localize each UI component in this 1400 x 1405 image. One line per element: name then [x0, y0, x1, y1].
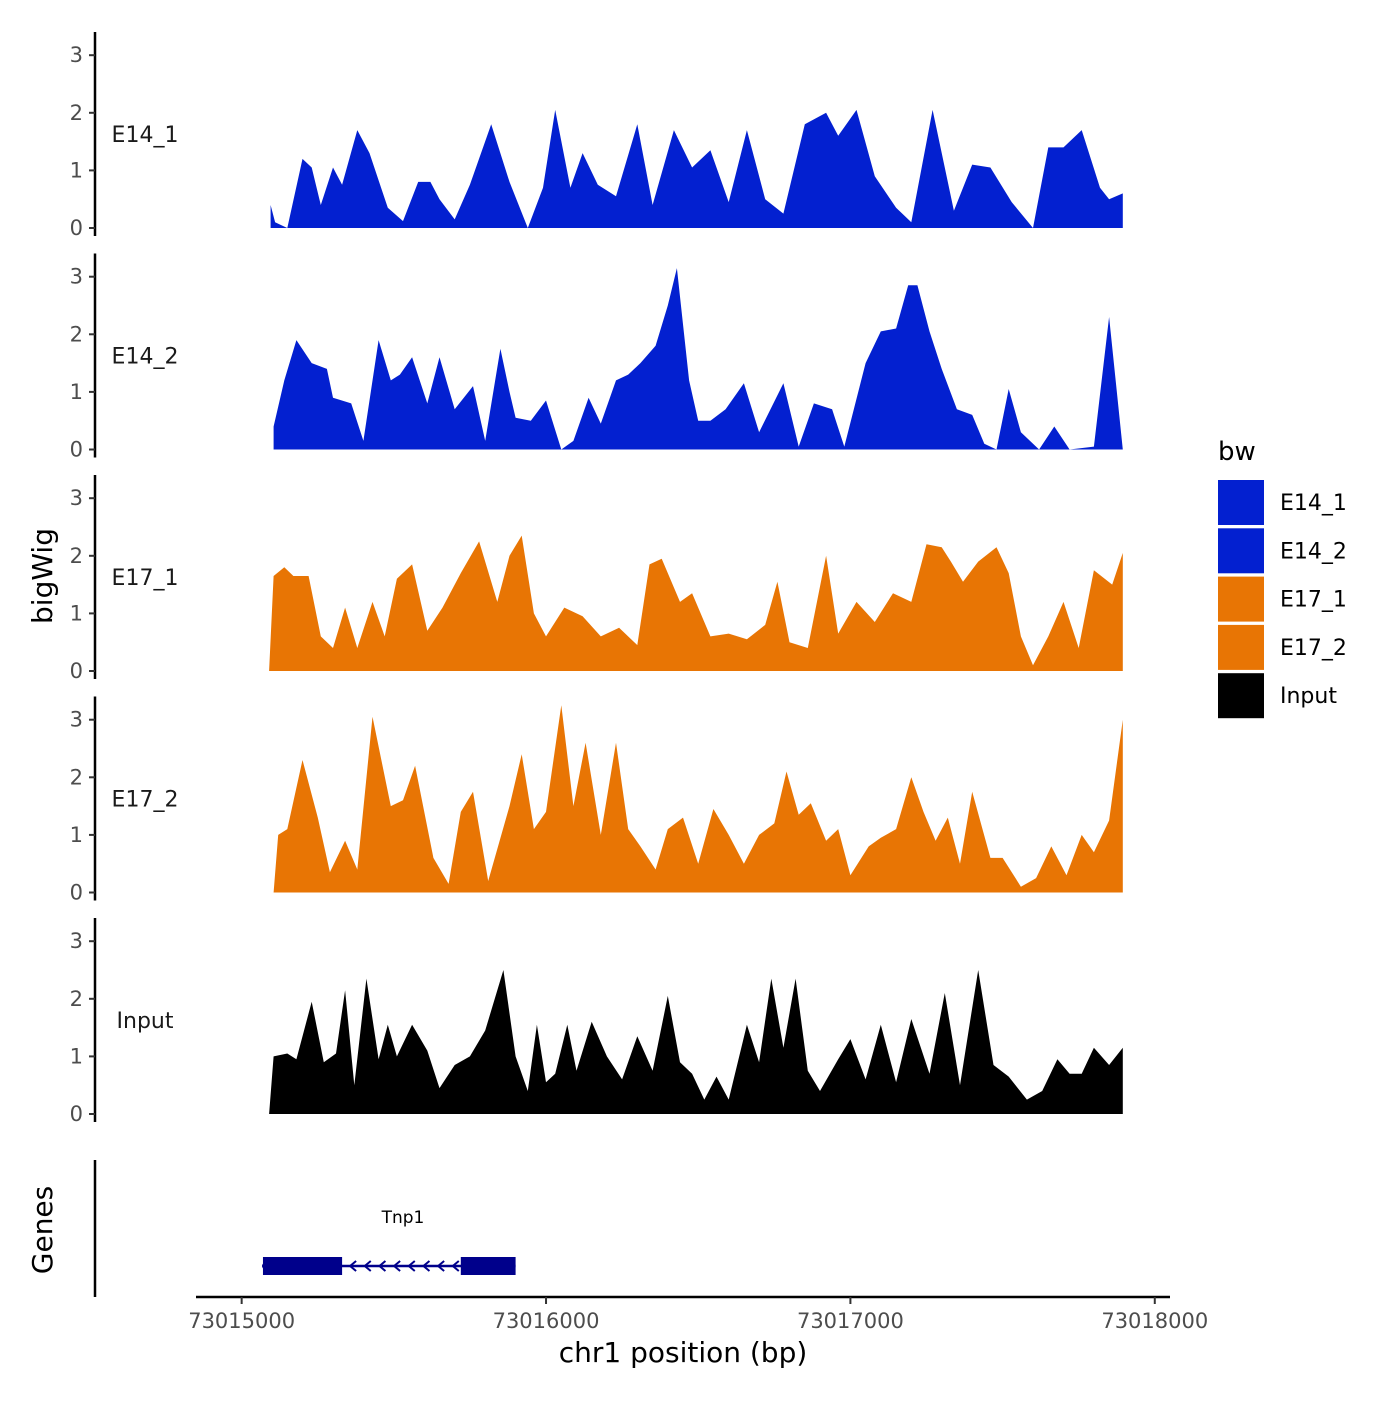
gene-tnp1: Tnp1: [261, 1208, 516, 1275]
y-tick-label: 2: [70, 987, 83, 1011]
y-tick-label: 2: [70, 101, 83, 125]
y-axis-title: bigWig: [26, 528, 59, 624]
track-label: E14_1: [112, 123, 179, 148]
axis-titles: chr1 position (bp) bigWig Genes: [26, 528, 807, 1369]
x-tick-label: 73017000: [797, 1309, 904, 1333]
legend-title: bw: [1218, 437, 1256, 467]
track-label: E17_2: [112, 788, 179, 813]
y-tick-label: 1: [70, 601, 83, 625]
y-tick-label: 1: [70, 380, 83, 404]
track-label: Input: [117, 1009, 174, 1034]
y-tick-label: 1: [70, 823, 83, 847]
signal-area-e14_1: [270, 109, 1123, 228]
track-panel-e17_2: 0 1 2 3 E17_2: [70, 696, 1123, 905]
strand-chevron: [363, 1260, 372, 1272]
track-panel-e17_1: 0 1 2 3 E17_1: [70, 475, 1123, 683]
y-tick-label: 3: [70, 708, 83, 732]
strand-chevron: [421, 1260, 431, 1272]
legend-swatch-e17_2: [1218, 624, 1264, 670]
legend-swatch-input: [1218, 673, 1264, 719]
x-axis: 73015000 73016000 73017000 73018000: [188, 1295, 1208, 1333]
track-panels: 0 1 2 3 E14_1 0 1 2 3 E14_2 0 1 2 3 E17_1 0 1 2 3 E17_2 0 1 2 3…: [70, 32, 1123, 1126]
signal-area-e14_2: [273, 268, 1123, 450]
y-tick-label: 3: [70, 486, 83, 510]
y-tick-label: 0: [70, 881, 83, 905]
y-tick-label: 1: [70, 158, 83, 182]
y-tick-label: 2: [70, 544, 83, 568]
x-tick-label: 73018000: [1101, 1309, 1208, 1333]
strand-chevron: [377, 1260, 387, 1272]
legend-label-e14_1: E14_1: [1280, 491, 1347, 516]
strand-chevron: [436, 1260, 445, 1272]
track-panel-e14_1: 0 1 2 3 E14_1: [70, 32, 1123, 240]
legend-label-e17_1: E17_1: [1280, 588, 1347, 613]
signal-area-e17_1: [269, 535, 1123, 671]
gene-label: Tnp1: [381, 1208, 425, 1228]
track-label: E17_1: [112, 566, 179, 591]
legend-swatch-e17_1: [1218, 576, 1264, 622]
signal-area-input: [269, 970, 1123, 1114]
gene-start-cap: [261, 1263, 268, 1269]
x-axis-title: chr1 position (bp): [559, 1336, 808, 1369]
y-tick-label: 0: [70, 438, 83, 462]
y-tick-label: 3: [70, 43, 83, 67]
y-tick-label: 3: [70, 265, 83, 289]
y-tick-label: 2: [70, 322, 83, 346]
gene-exon: [262, 1257, 343, 1275]
legend-label-e14_2: E14_2: [1280, 539, 1347, 564]
x-tick-label: 73015000: [188, 1309, 295, 1333]
legend-swatch-e14_2: [1218, 528, 1264, 574]
legend-label-input: Input: [1280, 684, 1337, 709]
y-tick-label: 0: [70, 659, 83, 683]
strand-chevron: [407, 1260, 416, 1272]
genes-panel: Tnp1: [93, 1160, 516, 1297]
legend-swatch-e14_1: [1218, 480, 1264, 525]
legend-label-e17_2: E17_2: [1280, 636, 1347, 661]
gene-exon: [460, 1257, 516, 1275]
y-tick-label: 2: [70, 765, 83, 789]
track-panel-e14_2: 0 1 2 3 E14_2: [70, 253, 1123, 462]
signal-area-e17_2: [273, 705, 1123, 893]
strand-chevron: [392, 1260, 401, 1272]
track-panel-input: 0 1 2 3 Input: [70, 918, 1123, 1126]
strand-chevron: [348, 1260, 357, 1272]
genes-axis-title: Genes: [26, 1186, 59, 1274]
strand-chevron: [451, 1260, 460, 1272]
y-tick-label: 0: [70, 216, 83, 240]
y-tick-label: 3: [70, 929, 83, 953]
y-tick-label: 1: [70, 1044, 83, 1068]
legend: bw E14_1 E14_2 E17_1 E17_2 Input: [1218, 437, 1347, 719]
x-tick-label: 73016000: [493, 1309, 600, 1333]
track-label: E14_2: [112, 345, 179, 370]
y-tick-label: 0: [70, 1102, 83, 1126]
